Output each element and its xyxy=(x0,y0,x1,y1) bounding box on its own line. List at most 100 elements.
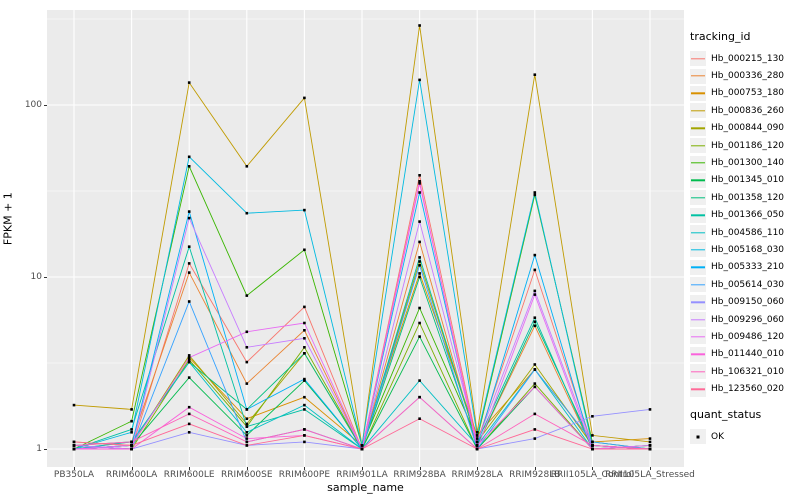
data-point xyxy=(533,385,537,389)
data-point xyxy=(533,368,537,371)
data-point xyxy=(475,440,479,444)
data-point xyxy=(648,447,652,451)
data-point xyxy=(360,447,364,451)
data-point xyxy=(533,253,537,257)
x-tick-label: RRIM928LA xyxy=(451,470,503,480)
legend-key-box xyxy=(690,346,706,362)
data-point xyxy=(187,262,191,265)
legend-key-box xyxy=(690,155,706,171)
data-point xyxy=(187,431,191,434)
data-point xyxy=(533,320,537,323)
data-point xyxy=(648,444,652,447)
data-point xyxy=(303,395,306,399)
x-tick-mark xyxy=(246,467,248,470)
legend-title-tracking-id: tracking_id xyxy=(690,30,751,43)
legend-entry-label: Hb_106321_010 xyxy=(711,366,785,377)
legend-entry: Hb_005333_210 xyxy=(690,259,798,276)
legend-key-box xyxy=(690,259,706,275)
legend-entry-label: Hb_001358_120 xyxy=(711,192,785,203)
data-point xyxy=(303,379,306,382)
data-point xyxy=(245,382,249,385)
data-point xyxy=(303,337,306,340)
data-point xyxy=(533,289,537,293)
data-point xyxy=(303,377,306,381)
data-point xyxy=(303,408,306,411)
data-point xyxy=(418,417,421,420)
data-point xyxy=(475,437,479,440)
data-point xyxy=(187,356,191,359)
data-point xyxy=(245,440,249,444)
data-point xyxy=(591,440,594,444)
data-point xyxy=(245,444,249,447)
data-point xyxy=(187,210,191,213)
data-point xyxy=(418,180,421,183)
x-tick-label: RRIM600LA xyxy=(105,470,158,480)
data-point xyxy=(187,376,191,379)
quant-status-legend: quant_status OK xyxy=(690,408,798,445)
data-point xyxy=(418,272,421,275)
data-point xyxy=(418,260,421,263)
x-tick-mark xyxy=(650,467,651,470)
legend-entry: Hb_106321_010 xyxy=(690,363,798,380)
data-point xyxy=(303,96,306,100)
data-point xyxy=(418,24,421,27)
x-tick-mark xyxy=(534,467,536,470)
x-tick-label: RRIM901LA xyxy=(336,470,388,480)
legend-entry-label: Hb_011440_010 xyxy=(711,349,785,360)
data-point xyxy=(130,444,133,447)
data-point xyxy=(418,174,421,177)
x-tick-mark xyxy=(74,467,75,470)
data-point xyxy=(245,422,249,426)
data-point xyxy=(245,330,249,334)
data-point xyxy=(245,417,249,420)
legend-entry: Hb_005168_030 xyxy=(690,241,798,258)
data-point xyxy=(303,305,306,309)
legend-key-line-icon xyxy=(691,214,705,216)
legend-entry-label: Hb_001300_140 xyxy=(711,158,785,169)
data-point xyxy=(303,321,306,325)
x-tick-mark xyxy=(362,467,363,470)
legend-key-box xyxy=(690,120,706,136)
data-point xyxy=(475,444,479,447)
data-point xyxy=(418,379,421,382)
data-point xyxy=(72,447,76,451)
legend-key-line-icon xyxy=(691,301,705,303)
data-point xyxy=(245,294,249,297)
data-point xyxy=(418,335,421,338)
legend-title-quant-status: quant_status xyxy=(690,407,762,421)
x-tick-mark xyxy=(131,467,133,470)
data-point xyxy=(130,431,133,434)
legend-entry: Hb_001186_120 xyxy=(690,137,798,154)
legend-entry: Hb_011440_010 xyxy=(690,346,798,363)
data-point xyxy=(591,444,594,447)
legend-key-box xyxy=(690,329,706,345)
legend-key-box xyxy=(690,190,706,206)
data-point xyxy=(533,428,537,431)
data-point xyxy=(130,419,133,423)
data-point xyxy=(533,412,537,416)
data-point xyxy=(303,440,306,444)
data-point xyxy=(591,447,594,451)
data-point xyxy=(303,434,306,437)
point-square-icon xyxy=(696,435,700,438)
data-point xyxy=(533,316,537,319)
data-point xyxy=(533,437,537,440)
data-point xyxy=(303,248,306,252)
data-point xyxy=(187,155,191,159)
data-point xyxy=(360,444,364,447)
legend-entry: Hb_001366_050 xyxy=(690,207,798,224)
data-point xyxy=(418,191,421,194)
data-point xyxy=(130,440,133,444)
legend-entry: Hb_000215_130 xyxy=(690,50,798,67)
y-tick-label: 1 xyxy=(36,444,42,454)
data-point xyxy=(475,431,479,434)
legend-key-box xyxy=(690,381,706,397)
legend-key-box xyxy=(690,429,706,444)
data-point xyxy=(187,165,191,168)
data-point xyxy=(187,358,191,362)
legend-entries: Hb_000215_130 Hb_000336_280 Hb_000753_180 H… xyxy=(690,50,798,398)
data-point xyxy=(418,182,421,185)
legend-key-box xyxy=(690,103,706,119)
legend-entry-ok: OK xyxy=(690,428,798,445)
